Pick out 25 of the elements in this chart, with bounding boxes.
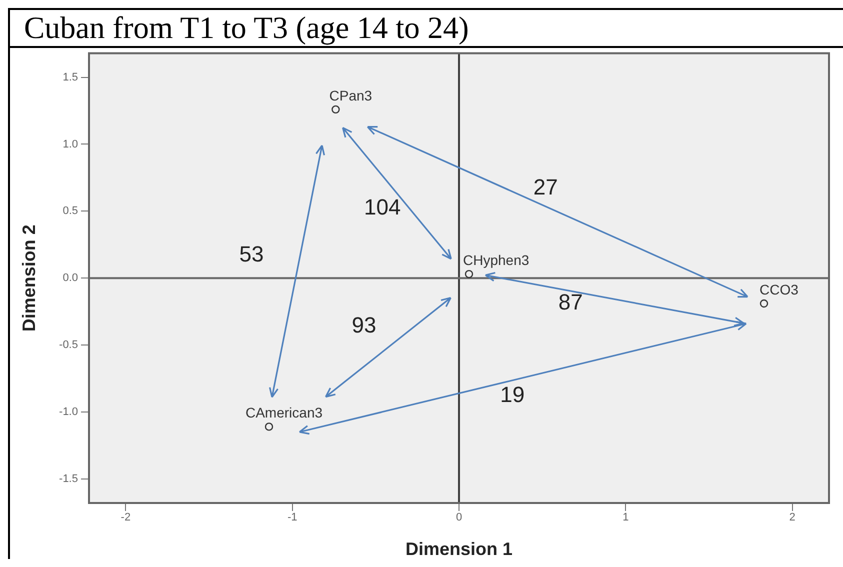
annotation: 53 bbox=[239, 241, 264, 266]
y-tick-label: -0.5 bbox=[59, 339, 78, 352]
y-tick-label: 1.0 bbox=[62, 138, 78, 150]
x-tick-label: 1 bbox=[622, 512, 629, 524]
annotation: 27 bbox=[533, 174, 558, 200]
y-tick-label: 0.5 bbox=[62, 205, 78, 218]
y-tick-label: 0.0 bbox=[62, 272, 78, 284]
x-tick-label: -1 bbox=[287, 512, 298, 524]
x-tick-label: 0 bbox=[456, 512, 462, 524]
series-label: CHyphen3 bbox=[463, 252, 530, 268]
x-tick-label: 2 bbox=[789, 512, 796, 524]
series-label: CPan3 bbox=[329, 87, 372, 104]
y-tick-label: 1.5 bbox=[62, 71, 78, 84]
x-axis-title: Dimension 1 bbox=[405, 538, 513, 559]
series-label: CCO3 bbox=[760, 281, 799, 298]
y-axis-title: Dimension 2 bbox=[18, 224, 39, 332]
y-tick-label: -1.5 bbox=[59, 472, 78, 485]
series-label: CAmerican3 bbox=[245, 404, 323, 421]
x-tick-label: -2 bbox=[120, 512, 131, 524]
annotation: 93 bbox=[352, 312, 376, 338]
annotation: 19 bbox=[500, 382, 525, 407]
y-tick-label: -1.0 bbox=[59, 406, 78, 418]
annotation: 104 bbox=[364, 194, 401, 220]
annotation: 87 bbox=[558, 290, 583, 315]
chart-title: Cuban from T1 to T3 (age 14 to 24) bbox=[24, 10, 469, 45]
